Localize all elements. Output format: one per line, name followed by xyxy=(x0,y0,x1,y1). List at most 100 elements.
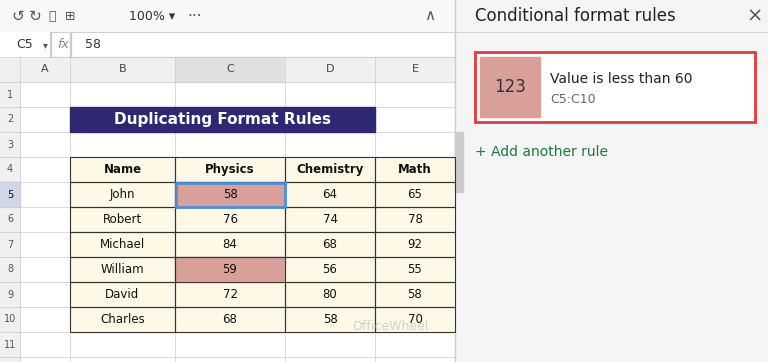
Bar xyxy=(175,57,285,82)
Text: B: B xyxy=(119,64,126,75)
Bar xyxy=(70,107,375,132)
Bar xyxy=(285,57,375,82)
Text: OfficeWheel: OfficeWheel xyxy=(352,320,429,333)
Text: 76: 76 xyxy=(223,213,237,226)
Text: William: William xyxy=(101,263,144,276)
Text: Value is less than 60: Value is less than 60 xyxy=(550,72,693,85)
Text: D: D xyxy=(326,64,334,75)
Text: 8: 8 xyxy=(7,265,13,274)
Bar xyxy=(0,182,20,207)
Bar xyxy=(480,57,540,117)
Bar xyxy=(70,157,175,182)
Bar xyxy=(175,307,285,332)
Bar xyxy=(175,282,285,307)
Text: 65: 65 xyxy=(408,188,422,201)
Text: ···: ··· xyxy=(187,8,202,24)
Bar xyxy=(285,182,375,207)
Text: 123: 123 xyxy=(494,78,526,96)
Bar xyxy=(70,207,175,232)
Bar xyxy=(375,157,455,182)
Bar xyxy=(375,232,455,257)
Text: 55: 55 xyxy=(408,263,422,276)
Text: 10: 10 xyxy=(4,315,16,324)
Bar xyxy=(285,207,375,232)
Text: 2: 2 xyxy=(7,114,13,125)
Bar xyxy=(70,232,175,257)
Text: ↻: ↻ xyxy=(28,8,41,24)
Bar xyxy=(175,232,285,257)
Bar xyxy=(0,0,455,32)
Bar xyxy=(455,0,768,362)
Bar xyxy=(285,282,375,307)
Text: 5: 5 xyxy=(7,189,13,199)
Text: 7: 7 xyxy=(7,240,13,249)
Text: ⊞: ⊞ xyxy=(65,9,75,22)
Text: Math: Math xyxy=(398,163,432,176)
Bar xyxy=(375,307,455,332)
Text: 9: 9 xyxy=(7,290,13,299)
Bar xyxy=(70,282,175,307)
Bar xyxy=(285,232,375,257)
Bar xyxy=(285,232,375,257)
Text: 78: 78 xyxy=(408,213,422,226)
Text: Charles: Charles xyxy=(100,313,145,326)
Bar xyxy=(455,132,463,192)
Bar xyxy=(70,282,175,307)
Bar xyxy=(70,32,71,57)
Text: 70: 70 xyxy=(408,313,422,326)
Bar xyxy=(20,57,70,82)
Text: 58: 58 xyxy=(85,38,101,51)
Text: 56: 56 xyxy=(323,263,337,276)
Bar xyxy=(175,257,285,282)
Text: Chemistry: Chemistry xyxy=(296,163,364,176)
Text: C: C xyxy=(226,64,234,75)
Text: 58: 58 xyxy=(223,188,237,201)
Text: 64: 64 xyxy=(323,188,337,201)
Bar xyxy=(475,52,755,122)
Text: Physics: Physics xyxy=(205,163,255,176)
Text: 80: 80 xyxy=(323,288,337,301)
Text: 72: 72 xyxy=(223,288,237,301)
Bar xyxy=(175,157,285,182)
Bar xyxy=(175,307,285,332)
Bar xyxy=(50,32,51,57)
Bar xyxy=(70,232,175,257)
Bar xyxy=(175,257,285,282)
Text: A: A xyxy=(41,64,49,75)
Bar xyxy=(176,182,284,206)
Text: C5:C10: C5:C10 xyxy=(550,93,596,106)
Bar xyxy=(375,282,455,307)
Text: C5: C5 xyxy=(17,38,33,51)
Text: ↺: ↺ xyxy=(12,8,25,24)
Bar xyxy=(0,32,455,57)
Text: 58: 58 xyxy=(408,288,422,301)
Bar xyxy=(175,182,285,207)
Text: 58: 58 xyxy=(323,313,337,326)
Bar xyxy=(70,307,175,332)
Text: E: E xyxy=(412,64,419,75)
Bar xyxy=(375,182,455,207)
Bar xyxy=(175,207,285,232)
Bar xyxy=(175,207,285,232)
Bar xyxy=(375,257,455,282)
Bar xyxy=(70,182,175,207)
Bar xyxy=(70,57,175,82)
Text: John: John xyxy=(110,188,135,201)
Bar xyxy=(375,282,455,307)
Text: Name: Name xyxy=(104,163,141,176)
Bar xyxy=(20,57,455,82)
Text: 🖨: 🖨 xyxy=(48,9,56,22)
Text: David: David xyxy=(105,288,140,301)
Text: 92: 92 xyxy=(408,238,422,251)
Text: Conditional format rules: Conditional format rules xyxy=(475,7,676,25)
Bar xyxy=(70,207,175,232)
Text: 74: 74 xyxy=(323,213,337,226)
Text: ×: × xyxy=(746,7,763,25)
Bar xyxy=(285,257,375,282)
Bar xyxy=(70,157,175,182)
Text: 100% ▾: 100% ▾ xyxy=(129,9,175,22)
Text: Michael: Michael xyxy=(100,238,145,251)
Bar xyxy=(70,307,175,332)
Bar xyxy=(70,257,175,282)
Text: 59: 59 xyxy=(223,263,237,276)
